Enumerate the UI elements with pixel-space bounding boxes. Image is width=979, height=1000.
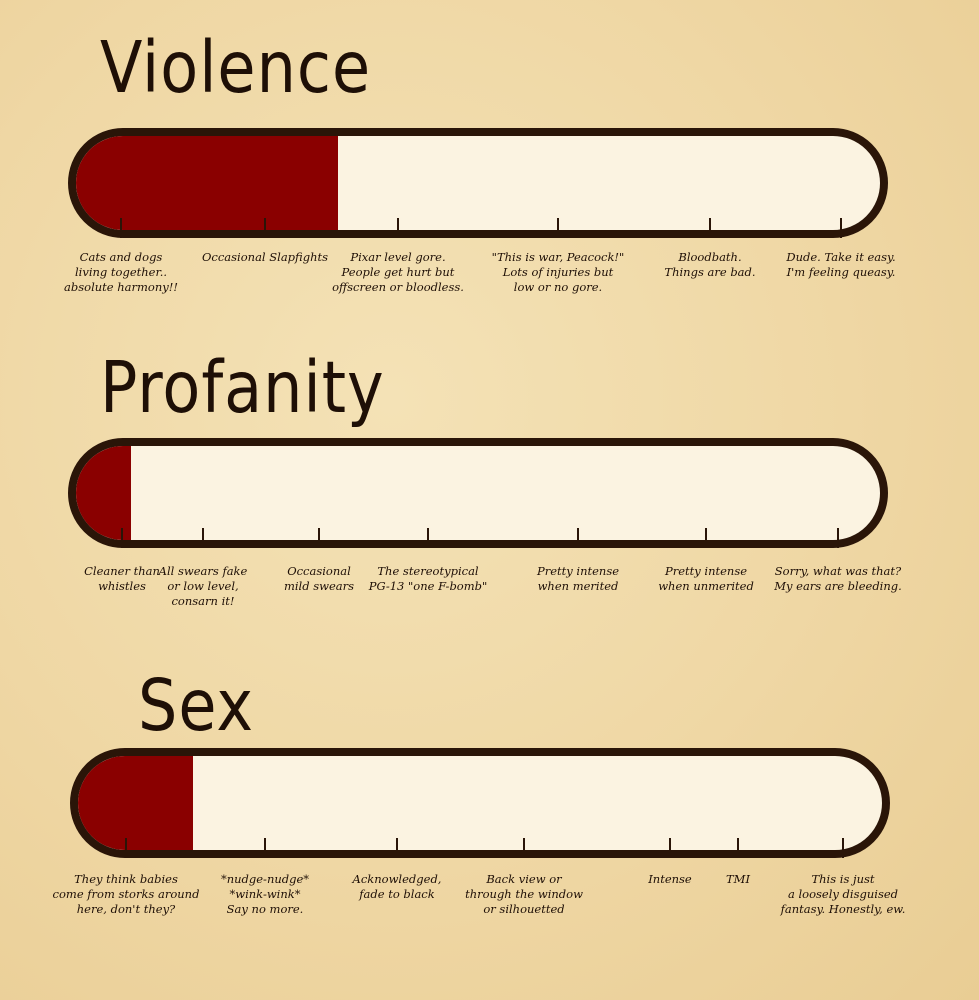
profanity-title: Profanity [100,345,385,430]
sex-level-label: Intense [648,872,692,886]
sex-level-label: TMI [726,872,750,886]
violence-title: Violence [100,25,372,110]
violence-tick [397,218,399,238]
violence-meter [68,128,888,238]
profanity-level-label: Occasional mild swears [283,564,355,593]
sex-tick [125,838,127,858]
sex-meter-fill [78,756,193,850]
violence-level-label: Cats and dogs living together.. absolute… [64,250,178,294]
sex-level-label: They think babies come from storks aroun… [52,872,200,916]
profanity-meter-fill [76,446,131,540]
sex-level-label: Acknowledged, fade to black [352,872,442,901]
profanity-level-label: Sorry, what was that? My ears are bleedi… [774,564,902,593]
profanity-level-label: All swears fake or low level, consarn it… [158,564,248,608]
violence-tick [557,218,559,238]
profanity-tick [577,528,579,548]
sex-tick [396,838,398,858]
profanity-tick [705,528,707,548]
profanity-meter [68,438,888,548]
violence-tick [120,218,122,238]
profanity-tick [318,528,320,548]
sex-meter [70,748,890,858]
violence-level-label: "This is war, Peacock!" Lots of injuries… [491,250,625,294]
profanity-tick [427,528,429,548]
violence-meter-fill [76,136,339,230]
violence-level-label: Occasional Slapfights [201,250,329,264]
violence-tick [264,218,266,238]
profanity-tick [202,528,204,548]
profanity-tick [121,528,123,548]
sex-tick [669,838,671,858]
profanity-level-label: The stereotypical PG-13 "one F-bomb" [368,564,488,593]
violence-tick [840,218,842,238]
sex-level-label: This is just a loosely disguised fantasy… [780,872,906,916]
profanity-tick [837,528,839,548]
violence-tick [709,218,711,238]
sex-tick [523,838,525,858]
profanity-level-label: Pretty intense when merited [536,564,620,593]
sex-tick [842,838,844,858]
sex-level-label: *nudge-nudge* *wink-wink* Say no more. [220,872,310,916]
sex-level-label: Back view or through the window or silho… [465,872,583,916]
sex-title: Sex [138,663,255,748]
violence-level-label: Dude. Take it easy. I'm feeling queasy. [786,250,896,279]
sex-tick [737,838,739,858]
violence-level-label: Bloodbath. Things are bad. [664,250,756,279]
profanity-level-label: Cleaner than whistles [84,564,160,593]
violence-level-label: Pixar level gore. People get hurt but of… [332,250,464,294]
profanity-level-label: Pretty intense when unmerited [658,564,754,593]
sex-tick [264,838,266,858]
